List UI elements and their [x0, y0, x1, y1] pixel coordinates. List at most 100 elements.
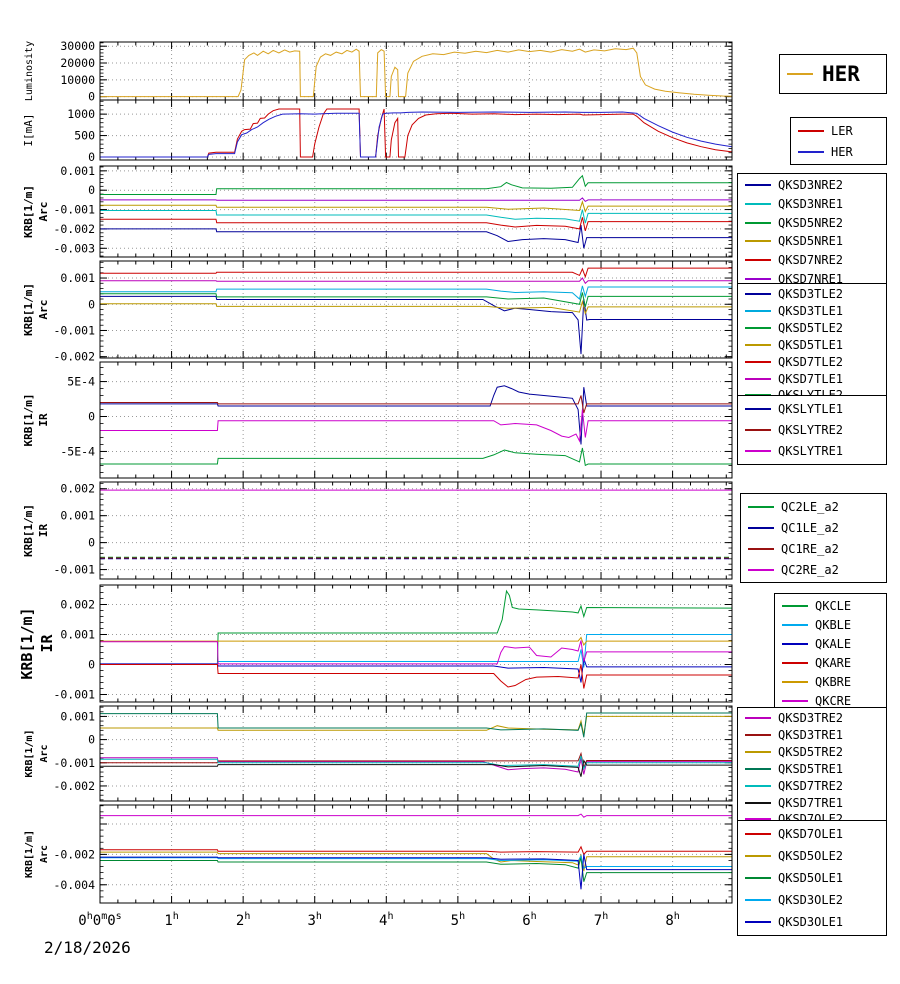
y-axis-title: KRB[1/m]	[22, 283, 35, 336]
x-tick-label: 0h0m0s	[78, 911, 121, 929]
series-QKSLYTLE1	[100, 385, 732, 445]
series-QKSD3TRE1	[100, 751, 732, 770]
series-QKSD5OLE1	[100, 857, 732, 882]
y-tick-label: 1000	[67, 107, 95, 121]
y-tick-label: 0.001	[60, 709, 95, 723]
x-axis-labels: 0h0m0s 1h 2h 3h 4h 5h 6h 7h 8h	[78, 911, 680, 929]
y-tick-label: 5E-4	[67, 375, 95, 389]
y-axis-title: KRB[1/m]	[24, 729, 35, 777]
y-tick-label: 0.002	[60, 598, 95, 612]
y-tick-label: 0	[88, 658, 95, 672]
series-QKSD5TRE2	[100, 715, 732, 736]
y-tick-label: 0	[88, 536, 95, 550]
y-axis-subtitle: IR	[37, 413, 50, 427]
x-tick-label: 5h	[451, 911, 465, 929]
y-tick-label: -0.001	[53, 323, 95, 337]
series-QKSD7NRE2	[100, 217, 732, 232]
x-tick-label: 4h	[379, 911, 393, 929]
chart-panel-6: 0.002 0.001 0 -0.001 KRB[1/m] IR	[22, 481, 733, 580]
series-QKSD5TLE1	[100, 299, 732, 315]
chart-panel-3: 0.001 0 -0.001 -0.002 -0.003 KRB[1/m] Arc	[22, 164, 733, 258]
y-tick-label: -0.003	[53, 241, 95, 255]
series-QKBLE	[100, 634, 732, 668]
y-axis-subtitle: IR	[38, 634, 56, 653]
series-QKSD5TLE2	[100, 292, 732, 308]
series-QKARE	[100, 664, 732, 689]
y-axis-title: I[mA]	[22, 113, 35, 146]
series-QKSD3OLE2	[100, 854, 732, 869]
y-axis-title: KRB[1/m]	[22, 185, 35, 238]
y-tick-label: 0.001	[60, 628, 95, 642]
y-tick-label: -0.002	[53, 847, 95, 861]
y-axis-subtitle: Arc	[37, 300, 50, 320]
y-axis-title: KRB[1/m]	[24, 830, 35, 878]
series-QKSD7TLE1	[100, 277, 732, 285]
y-tick-label: -0.001	[53, 688, 95, 702]
series-QKSD7TLE2	[100, 267, 732, 279]
y-tick-label: 0.001	[60, 509, 95, 523]
y-tick-label: -0.001	[53, 203, 95, 217]
x-tick-label: 1h	[164, 911, 178, 929]
series-QKBRE	[100, 636, 732, 647]
chart-panel-8: 0.001 0 -0.001 -0.002 KRB[1/m] Arc	[24, 705, 733, 802]
chart-panel-1: 30000 20000 10000 0 Luminosity	[24, 39, 733, 104]
chart-panel-7: 0.002 0.001 0 -0.001 KRB[1/m] IR	[18, 584, 733, 703]
series-QKSD3TRE2	[100, 757, 732, 775]
series-QKSD3TLE1	[100, 285, 732, 300]
y-tick-label: 0	[88, 183, 95, 197]
x-tick-label: 8h	[665, 911, 679, 929]
y-tick-label: 0	[88, 733, 95, 747]
y-tick-label: 0	[88, 410, 95, 424]
series-QKSLYTLE2	[100, 447, 732, 467]
x-tick-label: 7h	[594, 911, 608, 929]
series-QKSD3OLE1	[100, 854, 732, 890]
series-QKSD7OLE1	[100, 845, 732, 856]
series-QKSD7TRE1	[100, 759, 732, 777]
y-tick-label: 0.001	[60, 271, 95, 285]
y-axis-title: KRB[1/m]	[18, 607, 36, 679]
series-QKSD3NRE2	[100, 225, 732, 249]
series-HER	[100, 111, 732, 158]
y-tick-label: 20000	[60, 56, 95, 70]
y-tick-label: 30000	[60, 39, 95, 53]
chart-panel-4: 0.001 0 -0.001 -0.002 KRB[1/m] Arc	[22, 260, 733, 364]
series-LER	[100, 108, 732, 158]
y-tick-label: -0.002	[53, 350, 95, 364]
y-tick-label: -5E-4	[60, 444, 95, 458]
y-axis-subtitle: Arc	[37, 202, 50, 222]
x-tick-label: 3h	[307, 911, 321, 929]
series-QKSLYTRE2	[100, 395, 732, 414]
y-axis-title: Luminosity	[24, 41, 35, 101]
y-tick-label: 0	[88, 297, 95, 311]
y-axis-title: KRB[1/m]	[22, 394, 35, 447]
series-QKSD7TRE2	[100, 755, 732, 771]
y-axis-subtitle: Arc	[39, 744, 50, 762]
series-QKSD5TRE1	[100, 712, 732, 738]
series-QKSD7OLE2	[100, 813, 732, 818]
y-tick-label: 0.002	[60, 482, 95, 496]
series-QKCRE	[100, 640, 732, 665]
series-QKSLYTRE1	[100, 409, 732, 443]
series-QKALE	[100, 658, 732, 683]
y-axis-subtitle: IR	[37, 524, 50, 538]
y-tick-label: 0.001	[60, 164, 95, 178]
y-tick-label: 500	[74, 129, 95, 143]
y-axis-subtitle: Arc	[39, 845, 50, 863]
y-tick-label: -0.002	[53, 222, 95, 236]
chart-panel-2: 1000 500 0 I[mA]	[22, 99, 733, 164]
y-tick-label: -0.001	[53, 563, 95, 577]
series-QKSD7NRE1	[100, 197, 732, 203]
series-QKSD5NRE1	[100, 200, 732, 213]
y-tick-label: 10000	[60, 73, 95, 87]
chart-panel-5: 5E-4 0 -5E-4 KRB[1/m] IR	[22, 361, 733, 479]
y-tick-label: -0.002	[53, 779, 95, 793]
y-axis-title: KRB[1/m]	[22, 504, 35, 557]
y-tick-label: -0.004	[53, 878, 95, 892]
chart-panel-9: -0.002 -0.004 KRB[1/m] Arc	[24, 804, 733, 904]
x-tick-label: 2h	[236, 911, 250, 929]
date-label: 2/18/2026	[44, 938, 131, 957]
series-QKSD5NRE2	[100, 174, 732, 195]
y-tick-label: 0	[88, 90, 95, 104]
series-QKSD3TLE2	[100, 295, 732, 355]
